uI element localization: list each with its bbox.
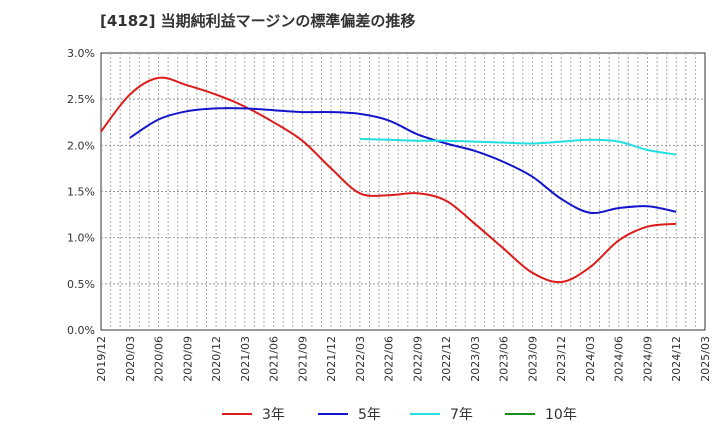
x-tick-label: 2021/06 [268, 336, 281, 382]
x-tick-label: 2020/09 [181, 336, 194, 382]
x-tick-label: 2023/09 [526, 336, 539, 382]
x-tick-label: 2019/12 [95, 336, 108, 382]
x-tick-label: 2022/12 [440, 336, 453, 382]
y-tick-label: 1.0% [67, 232, 95, 245]
y-tick-label: 2.5% [67, 93, 95, 106]
legend-label: 10年 [545, 407, 577, 423]
x-tick-label: 2023/06 [498, 336, 511, 382]
chart-title: [4182] 当期純利益マージンの標準偏差の推移 [100, 12, 416, 30]
x-tick-label: 2023/12 [555, 336, 568, 382]
y-tick-label: 2.0% [67, 139, 95, 152]
x-tick-label: 2023/03 [469, 336, 482, 382]
legend-label: 3年 [262, 407, 285, 423]
x-tick-label: 2022/06 [383, 336, 396, 382]
x-tick-label: 2020/06 [153, 336, 166, 382]
series-line [359, 137, 677, 156]
x-tick-label: 2022/03 [354, 336, 367, 382]
x-tick-label: 2020/03 [124, 336, 137, 382]
series-lines [100, 76, 677, 284]
y-tick-label: 1.5% [67, 186, 95, 199]
legend: 3年 5年 7年 10年 [222, 407, 577, 423]
y-tick-label: 3.0% [67, 47, 95, 60]
legend-label: 5年 [358, 407, 381, 423]
x-tick-label: 2021/12 [325, 336, 338, 382]
x-axis-ticks: 2019/12 2020/03 2020/06 2020/09 2020/12 2021/… [95, 336, 712, 382]
series-line [129, 107, 677, 215]
x-tick-label: 2024/03 [584, 336, 597, 382]
x-tick-label: 2022/09 [411, 336, 424, 382]
x-tick-label: 2025/03 [699, 336, 712, 382]
y-axis-ticks: 0.0% 0.5% 1.0% 1.5% 2.0% 2.5% 3.0% [67, 47, 95, 337]
grid [101, 53, 705, 330]
x-tick-label: 2024/06 [613, 336, 626, 382]
series-line [100, 76, 677, 284]
x-tick-label: 2024/12 [670, 336, 683, 382]
x-tick-label: 2021/09 [296, 336, 309, 382]
x-tick-label: 2024/09 [641, 336, 654, 382]
y-tick-label: 0.5% [67, 278, 95, 291]
y-tick-label: 0.0% [67, 324, 95, 337]
x-tick-label: 2020/12 [210, 336, 223, 382]
legend-label: 7年 [450, 407, 473, 423]
x-tick-label: 2021/03 [239, 336, 252, 382]
